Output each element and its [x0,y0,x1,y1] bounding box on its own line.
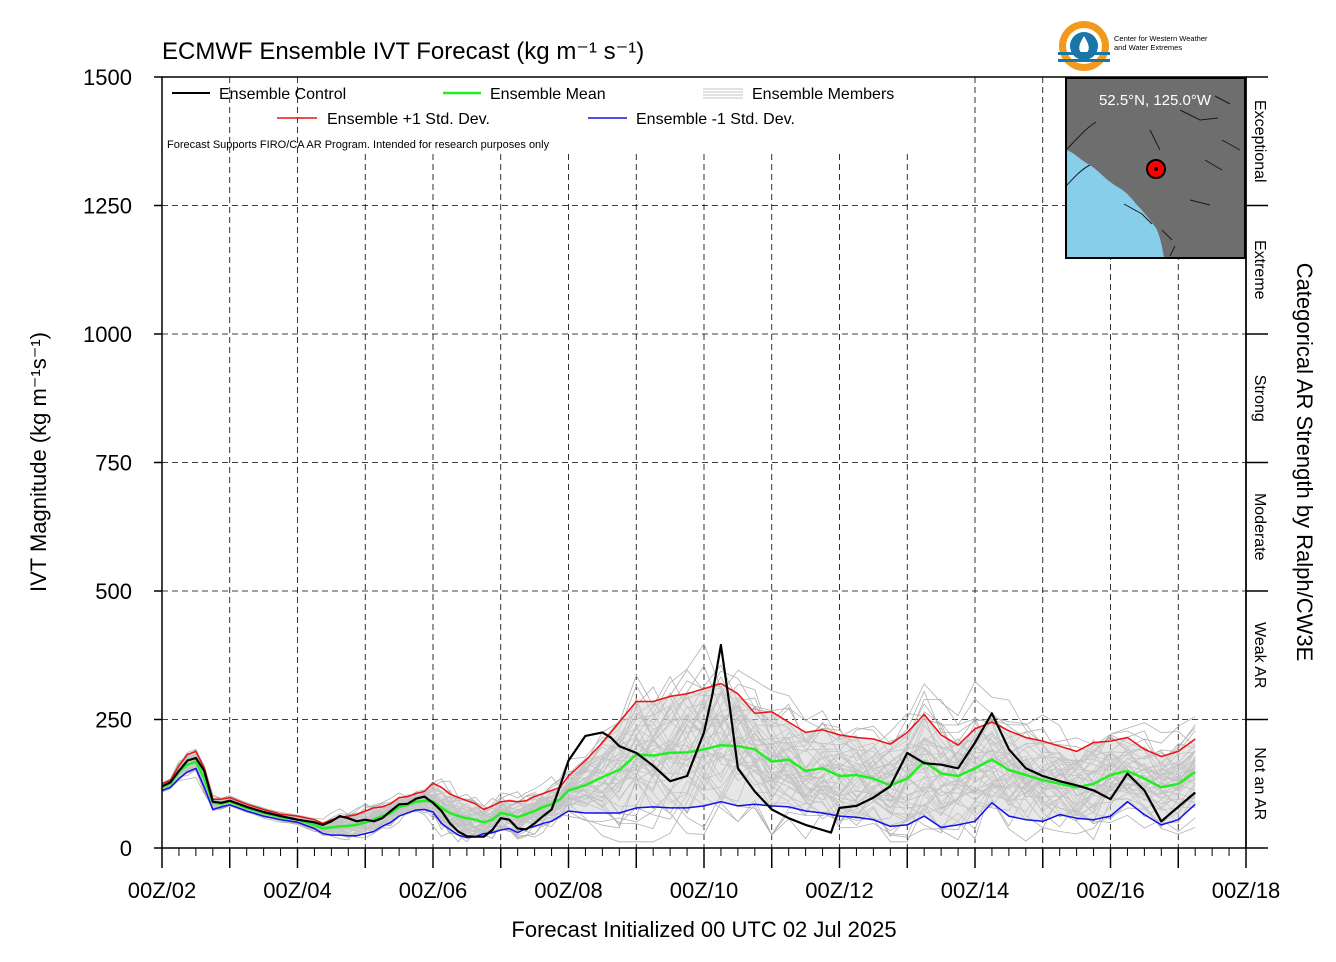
drop-icon [1079,36,1089,54]
x-tick-label: 00Z/04 [263,878,332,903]
plus-sd-series-line [162,682,1196,825]
y-tick-label: 1500 [83,65,132,90]
x-tick-label: 00Z/18 [1212,878,1281,903]
logo-wave [1058,52,1110,55]
spread-band [162,683,1196,838]
research-note: Forecast Supports FIRO/CA AR Program. In… [167,139,550,151]
y-tick-label: 1250 [83,194,132,219]
control-series-line [162,643,1196,838]
cw3e-logo: Center for Western Weather and Water Ext… [1058,21,1208,71]
legend-mean-label: Ensemble Mean [490,86,606,103]
x-tick-label: 00Z/10 [670,878,739,903]
y-tick-label: 250 [95,708,132,733]
minus-sd-series-line [162,767,1196,839]
location-marker-dot [1154,167,1158,171]
category-label: Extreme [1251,240,1268,300]
mean-series-line [162,743,1196,830]
legend-minus-sd-label: Ensemble -1 Std. Dev. [636,111,795,128]
y-axis-title: IVT Magnitude (kg m⁻¹s⁻¹) [26,332,51,592]
series-lines [162,643,1196,839]
inset-borders [1065,95,1241,257]
x-tick-label: 00Z/14 [941,878,1010,903]
x-tick-label: 00Z/12 [805,878,874,903]
x-tick-label: 00Z/16 [1076,878,1145,903]
inset-frame [1065,77,1246,259]
x-axis: 00Z/02 00Z/04 00Z/06 00Z/08 00Z/10 00Z/12 00Z/… [128,848,1281,903]
logo-text-line1: Center for Western Weather [1114,34,1208,43]
category-label: Not an AR [1251,747,1268,820]
legend-members-label: Ensemble Members [752,86,894,103]
y-axis: 0 250 500 750 1000 1250 1500 [83,65,162,861]
category-label: Strong [1251,375,1268,422]
legend-members-swatch [703,88,743,99]
x-tick-label: 00Z/08 [534,878,603,903]
category-label: Moderate [1251,493,1268,561]
y-tick-label: 750 [95,451,132,476]
y-tick-label: 500 [95,579,132,604]
legend-plus-sd-label: Ensemble +1 Std. Dev. [327,111,490,128]
x-tick-label: 00Z/02 [128,878,197,903]
location-inset-map: 52.5°N, 125.0°W [1065,77,1246,259]
legend-control-label: Ensemble Control [219,86,346,103]
logo-wave [1058,59,1110,62]
category-axis-title: Categorical AR Strength by Ralph/CW3E [1292,263,1317,662]
y-tick-label: 0 [120,836,132,861]
x-axis-title: Forecast Initialized 00 UTC 02 Jul 2025 [511,917,896,942]
chart-title: ECMWF Ensemble IVT Forecast (kg m⁻¹ s⁻¹) [162,38,644,65]
std-dev-band [162,683,1196,838]
logo-text-line2: and Water Extremes [1114,43,1182,52]
category-label: Weak AR [1251,622,1268,688]
legend: Ensemble Control Ensemble Mean Ensemble … [167,86,894,151]
inset-ocean [1066,150,1164,258]
y-tick-label: 1000 [83,322,132,347]
category-axis: Not an AR Weak AR Moderate Strong Extreme Exc… [1246,76,1268,849]
category-label: Exceptional [1251,100,1268,183]
inset-coordinates: 52.5°N, 125.0°W [1099,92,1212,109]
x-tick-label: 00Z/06 [399,878,468,903]
